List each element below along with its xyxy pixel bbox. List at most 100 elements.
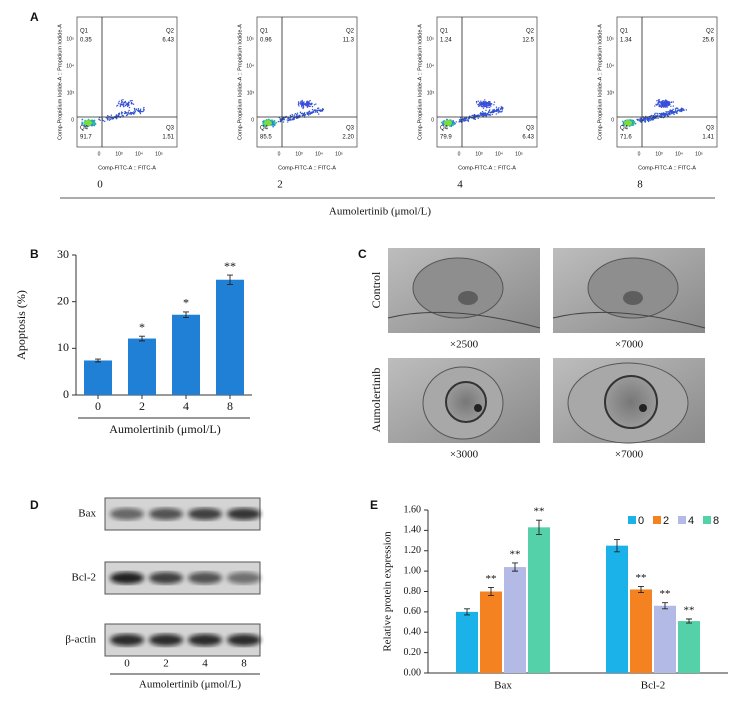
event-dot	[654, 113, 656, 116]
band	[110, 572, 144, 584]
event-dot	[485, 104, 487, 106]
micrograph	[387, 248, 541, 333]
event-dot	[107, 118, 109, 120]
y-tick-label: 1.00	[404, 565, 422, 576]
event-dot	[107, 115, 109, 117]
x-tick-label: 4	[183, 399, 189, 413]
event-dot	[81, 121, 84, 124]
quadrant-value: 2.20	[342, 135, 354, 141]
x-tick-label: 10³	[115, 151, 123, 157]
event-dot	[322, 109, 324, 111]
event-dot	[462, 119, 465, 121]
event-dot	[142, 110, 144, 113]
quadrant-value: 25.6	[702, 38, 714, 44]
event-dot	[127, 111, 130, 113]
quadrant-name: Q4	[440, 126, 449, 132]
x-tick-label: 0	[458, 151, 461, 157]
organelle	[458, 291, 478, 305]
event-dot	[299, 103, 302, 105]
row-label: Aumolertinib	[369, 368, 383, 433]
membrane	[387, 311, 541, 329]
event-dot	[124, 100, 127, 103]
event-dot	[638, 120, 640, 122]
event-dot	[120, 111, 123, 113]
bar	[172, 314, 200, 395]
event-dot	[675, 111, 678, 114]
event-dot	[316, 111, 319, 114]
event-dot	[292, 115, 294, 117]
quadrant-name: Q3	[706, 126, 715, 132]
y-tick-label: 10⁵	[246, 36, 254, 42]
y-tick-label: 0	[63, 387, 69, 401]
event-dot	[279, 121, 281, 123]
legend-swatch	[678, 516, 686, 524]
organelle	[623, 291, 643, 305]
y-tick-label: 0.20	[404, 647, 422, 658]
event-dot	[133, 107, 136, 110]
dose-label: 4	[457, 179, 463, 191]
event-dot	[621, 120, 624, 123]
event-dot	[313, 104, 316, 106]
x-tick-label: 0	[98, 151, 101, 157]
event-dot	[297, 101, 300, 103]
event-dot	[307, 103, 310, 105]
event-dot	[262, 125, 265, 127]
event-dot	[482, 107, 485, 110]
event-dot	[644, 121, 647, 123]
plot-frame	[256, 16, 358, 148]
event-dot	[491, 113, 494, 116]
x-tick-label: 10⁵	[155, 151, 163, 157]
protein-label: β-actin	[65, 634, 96, 646]
event-dot	[304, 114, 307, 116]
x-tick-label: 10⁵	[335, 151, 343, 157]
event-dot	[497, 108, 499, 110]
y-tick-label: 1.20	[404, 545, 422, 556]
nucleus	[604, 375, 658, 429]
event-dot	[474, 115, 477, 117]
event-dot	[484, 99, 486, 101]
quadrant-value: 6.43	[522, 135, 534, 141]
event-dot	[657, 117, 659, 120]
event-dot	[665, 103, 668, 106]
event-dot	[481, 113, 483, 115]
quadrant-value: 85.5	[260, 135, 272, 141]
lane-label: 8	[241, 658, 247, 670]
event-dot	[98, 118, 100, 120]
event-core	[84, 120, 92, 126]
event-dot	[135, 109, 138, 111]
membrane	[552, 311, 706, 329]
y-tick-label: 0	[71, 117, 74, 123]
protein-label: Bcl-2	[72, 572, 96, 584]
event-dot	[273, 121, 276, 124]
y-tick-label: 0.00	[404, 667, 422, 678]
y-tick-label: 0.80	[404, 586, 422, 597]
event-dot	[680, 109, 683, 111]
event-dot	[460, 119, 462, 121]
event-dot	[303, 103, 306, 106]
event-dot	[112, 117, 115, 120]
event-dot	[102, 119, 104, 122]
event-dot	[664, 104, 666, 106]
flow-plot	[436, 16, 538, 148]
event-dot	[300, 101, 302, 103]
event-dot	[673, 111, 675, 113]
event-dot	[91, 121, 94, 124]
error-bar	[536, 519, 542, 535]
event-dot	[484, 112, 487, 115]
quadrant-value: 6.43	[162, 38, 174, 44]
event-dot	[99, 119, 101, 122]
event-dot	[273, 119, 276, 122]
y-tick-label: 30	[57, 247, 69, 261]
event-dot	[116, 105, 118, 107]
quadrant-name: Q2	[166, 29, 175, 35]
panel-label: C	[358, 247, 367, 261]
plot-frame	[76, 16, 178, 148]
event-dot	[459, 120, 462, 123]
event-dot	[472, 117, 475, 120]
panel-label: A	[30, 10, 39, 24]
quadrant-name: Q2	[706, 29, 715, 35]
event-dot	[621, 124, 624, 127]
x-tick-label: 10⁴	[675, 151, 683, 157]
event-dot	[493, 110, 496, 113]
event-dot	[474, 118, 476, 120]
